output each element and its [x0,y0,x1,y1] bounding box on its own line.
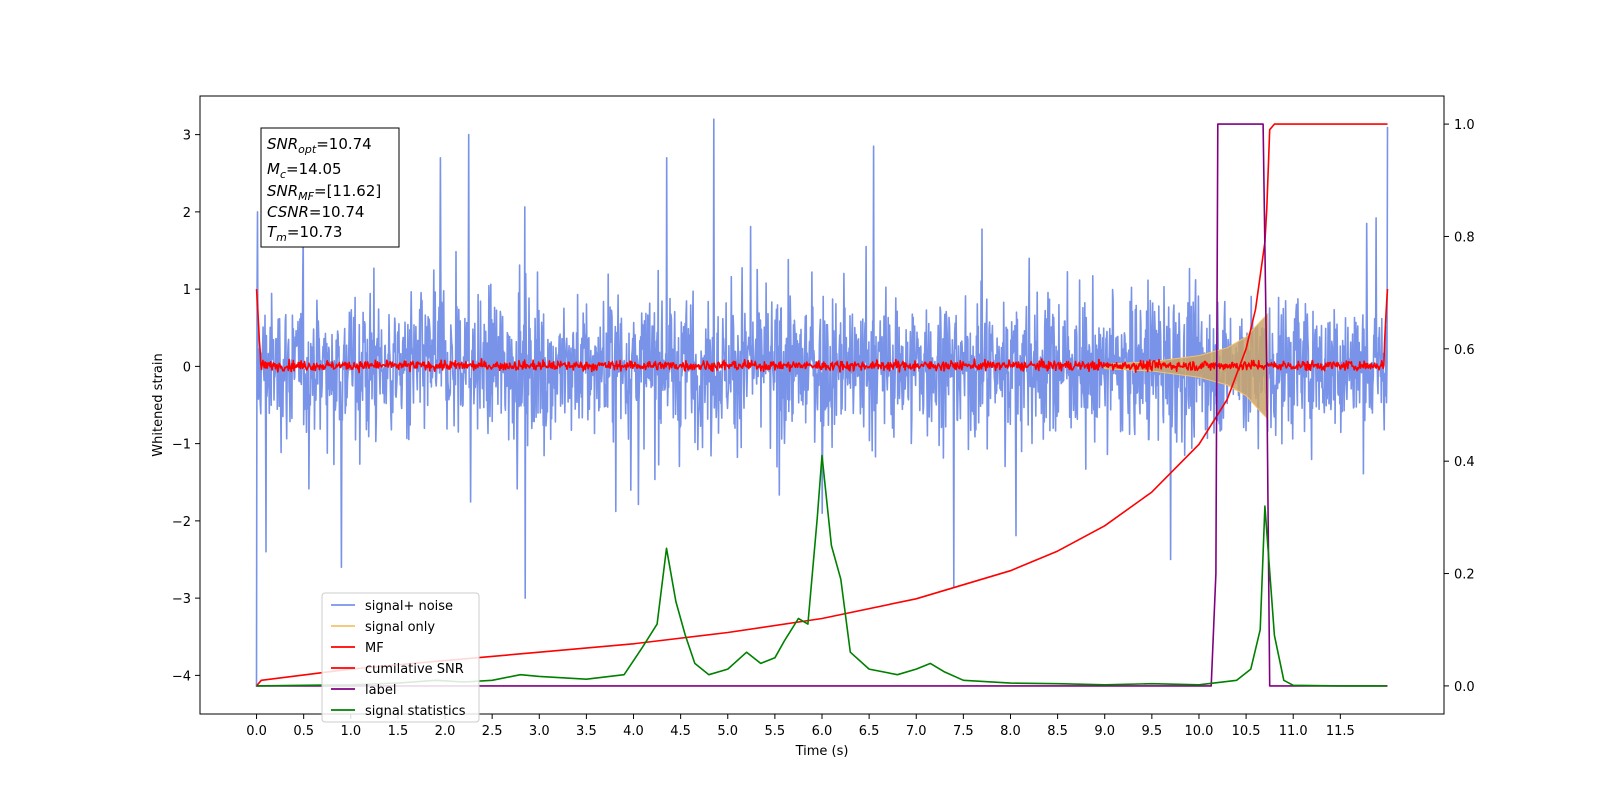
annotation-csnr: CSNR=10.74 [267,203,364,221]
x-tick-label: 4.5 [670,724,691,739]
x-tick-label: 11.5 [1326,724,1355,739]
x-tick-label: 8.0 [1000,724,1021,739]
x-tick-label: 9.5 [1142,724,1163,739]
legend-entry: signal statistics [365,704,466,719]
y-tick-label: −1 [172,438,191,453]
legend-entry: label [365,683,396,698]
y2-tick-label: 1.0 [1454,118,1475,133]
legend-entry: MF [365,641,384,656]
x-tick-label: 7.5 [953,724,974,739]
x-axis-label: Time (s) [795,744,849,759]
y-tick-label: −3 [172,592,191,607]
series-label [256,123,1388,687]
x-tick-label: 0.0 [246,724,267,739]
x-tick-label: 1.5 [388,724,409,739]
x-tick-label: 2.5 [482,724,503,739]
legend-frame [321,592,480,723]
legend-entry: signal only [365,620,435,635]
x-tick-label: 6.5 [859,724,880,739]
annotation-box: SNRopt=10.74 Mc=14.05 SNRMF=[11.62] CSNR… [260,127,400,248]
y2-tick-label: 0.2 [1454,568,1475,583]
annotation-mc: Mc=14.05 [267,160,342,181]
x-tick-label: 3.5 [576,724,597,739]
y2-axis: 0.0 0.2 0.4 0.6 0.8 1.0 [1444,118,1475,695]
series-mf [255,289,1389,374]
x-tick-label: 10.5 [1232,724,1261,739]
legend: signal+ noise signal only MF cumilative SNR… [321,592,480,723]
y2-tick-label: 0.6 [1454,343,1475,358]
y2-tick-label: 0.0 [1454,680,1475,695]
annotation-snr-opt: SNRopt=10.74 [267,135,372,156]
y2-tick-label: 0.8 [1454,230,1475,245]
x-tick-label: 0.5 [293,724,314,739]
y-axis-label: Whitened strain [151,353,166,456]
x-tick-label: 10.0 [1184,724,1213,739]
x-tick-label: 4.0 [623,724,644,739]
series-signal-statistics [256,454,1387,687]
series-cumulative-snr [255,123,1388,687]
y-tick-label: 3 [183,129,191,144]
x-tick-label: 9.0 [1094,724,1115,739]
x-tick-label: 1.0 [340,724,361,739]
y-tick-label: 1 [183,283,191,298]
legend-entry: cumilative SNR [365,662,464,677]
x-tick-label: 6.0 [812,724,833,739]
annotation-frame [260,127,400,248]
y-tick-label: −4 [172,669,191,684]
y-tick-label: 0 [183,360,191,375]
legend-entry: signal+ noise [365,599,453,614]
y-tick-label: −2 [172,515,191,530]
x-tick-label: 7.0 [906,724,927,739]
x-tick-label: 3.0 [529,724,550,739]
y-tick-label: 2 [183,206,191,221]
x-tick-label: 2.0 [435,724,456,739]
x-tick-label: 5.5 [765,724,786,739]
annotation-snr-mf: SNRMF=[11.62] [267,182,381,203]
x-tick-label: 11.0 [1279,724,1308,739]
x-tick-label: 8.5 [1047,724,1068,739]
y2-tick-label: 0.4 [1454,455,1475,470]
x-axis: 0.0 0.5 1.0 1.5 2.0 2.5 3.0 3.5 4.0 4.5 5.0 5.5 6.0 6… [246,714,1355,739]
x-tick-label: 5.0 [717,724,738,739]
plot-area [255,118,1389,688]
y-axis: 3 2 1 0 −1 −2 −3 −4 [172,129,200,684]
annotation-tm: Tm=10.73 [267,223,342,244]
